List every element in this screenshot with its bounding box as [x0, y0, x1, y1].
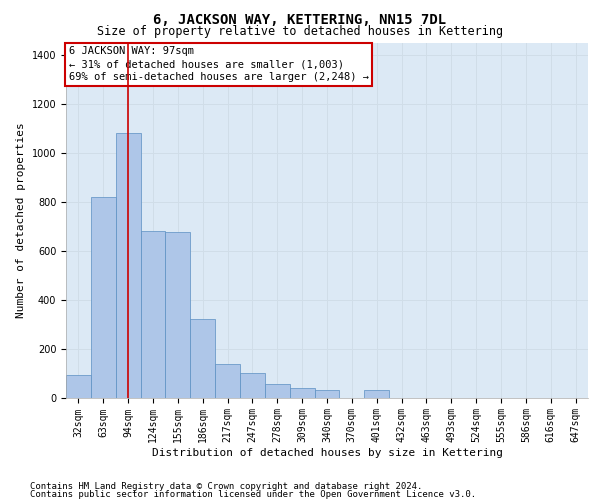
- Bar: [290, 388, 314, 398]
- Bar: [190, 319, 215, 398]
- Y-axis label: Number of detached properties: Number of detached properties: [16, 122, 26, 318]
- X-axis label: Distribution of detached houses by size in Kettering: Distribution of detached houses by size …: [151, 448, 503, 458]
- Text: Size of property relative to detached houses in Kettering: Size of property relative to detached ho…: [97, 25, 503, 38]
- Bar: [364, 390, 389, 398]
- Bar: [66, 376, 91, 398]
- Bar: [140, 231, 166, 398]
- Text: Contains public sector information licensed under the Open Government Licence v3: Contains public sector information licen…: [30, 490, 476, 499]
- Bar: [314, 390, 340, 398]
- Bar: [116, 133, 140, 398]
- Text: 6, JACKSON WAY, KETTERING, NN15 7DL: 6, JACKSON WAY, KETTERING, NN15 7DL: [154, 12, 446, 26]
- Bar: [166, 232, 190, 398]
- Bar: [215, 364, 240, 398]
- Bar: [240, 373, 265, 398]
- Bar: [91, 196, 116, 398]
- Bar: [265, 384, 290, 398]
- Text: 6 JACKSON WAY: 97sqm
← 31% of detached houses are smaller (1,003)
69% of semi-de: 6 JACKSON WAY: 97sqm ← 31% of detached h…: [68, 46, 368, 82]
- Text: Contains HM Land Registry data © Crown copyright and database right 2024.: Contains HM Land Registry data © Crown c…: [30, 482, 422, 491]
